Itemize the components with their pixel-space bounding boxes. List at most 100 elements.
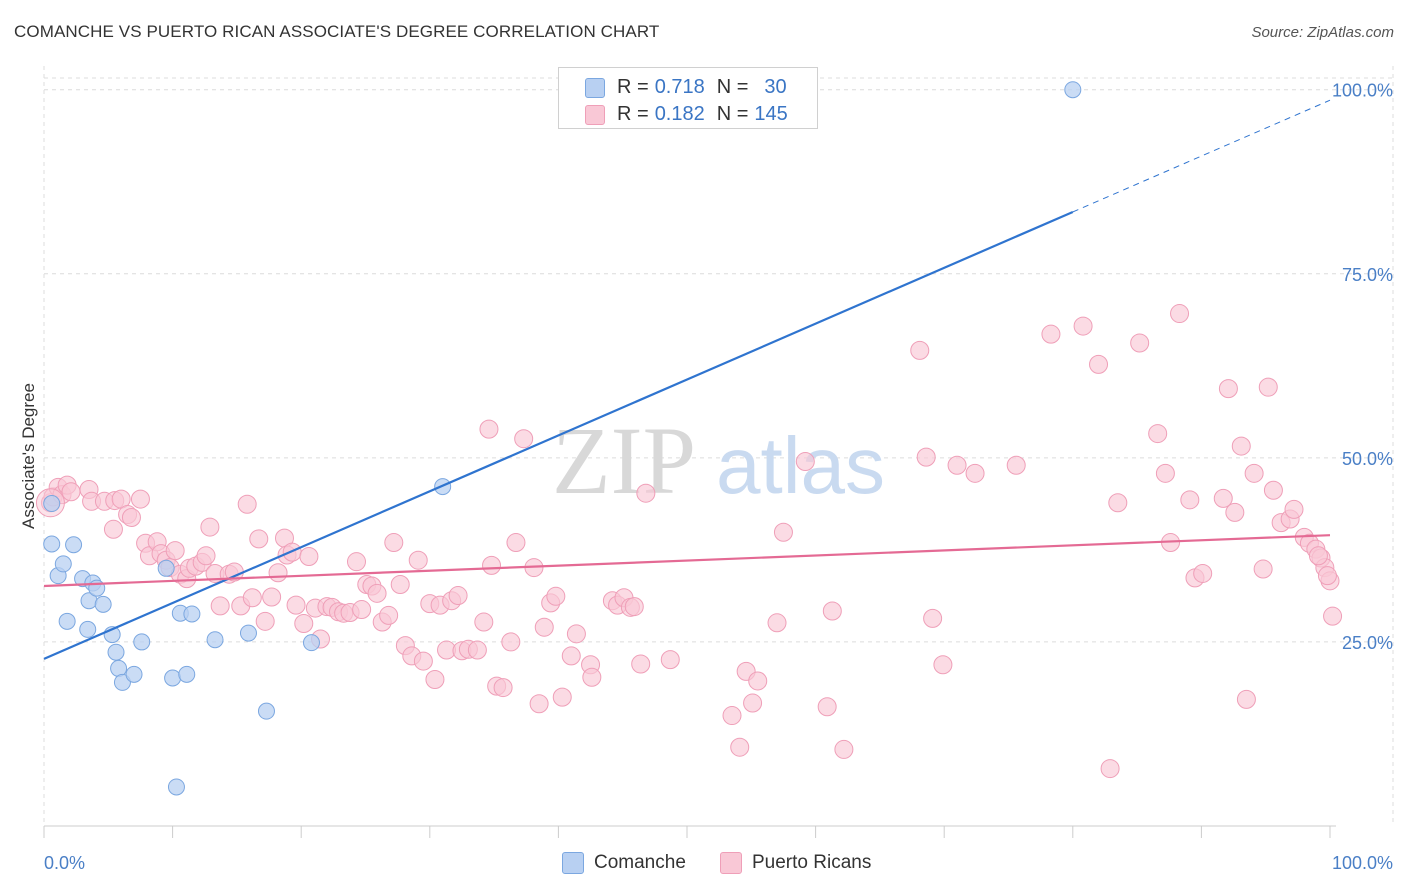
comanche-trend-line bbox=[43, 210, 1074, 660]
legend-n-value-comanche: 30 bbox=[764, 76, 787, 98]
puerto-rican-point bbox=[552, 687, 572, 707]
puerto-rican-point bbox=[947, 455, 967, 475]
trend-lines bbox=[43, 99, 1331, 660]
puerto-rican-point bbox=[237, 494, 257, 514]
puerto-rican-point bbox=[1155, 463, 1175, 483]
bottom-legend-label-comanche: Comanche bbox=[594, 852, 686, 873]
puerto-rican-point bbox=[121, 508, 141, 528]
puerto-rican-point bbox=[425, 669, 445, 689]
puerto-rican-point bbox=[482, 555, 502, 575]
puerto-rican-point bbox=[624, 597, 644, 617]
y-tick-labels: 25.0% 50.0% 75.0% 100.0% bbox=[1332, 81, 1393, 653]
bottom-legend-puerto: Puerto Ricans bbox=[720, 852, 871, 874]
comanche-point bbox=[157, 559, 175, 577]
bottom-legend-comanche: Comanche bbox=[562, 852, 686, 874]
y-tick-label: 50.0% bbox=[1342, 449, 1393, 469]
puerto-rican-point bbox=[822, 601, 842, 621]
comanche-point bbox=[110, 659, 128, 677]
legend-r-value-puerto: 0.182 bbox=[654, 103, 705, 125]
puerto-rican-point bbox=[408, 550, 428, 570]
puerto-rican-point bbox=[1193, 563, 1213, 583]
puerto-rican-point bbox=[294, 614, 314, 634]
comanche-point bbox=[58, 612, 76, 630]
puerto-rican-point bbox=[299, 547, 319, 567]
puerto-rican-point bbox=[1148, 424, 1168, 444]
puerto-rican-point bbox=[834, 739, 854, 759]
puerto-rican-point bbox=[242, 588, 262, 608]
puerto-rican-point bbox=[249, 529, 269, 549]
puerto-rican-point bbox=[933, 655, 953, 675]
puerto-rican-point bbox=[1323, 606, 1343, 626]
puerto-rican-point bbox=[1130, 333, 1150, 353]
comanche-point bbox=[43, 495, 61, 513]
puerto-rican-point bbox=[1253, 559, 1273, 579]
chart-title: COMANCHE VS PUERTO RICAN ASSOCIATE'S DEG… bbox=[14, 22, 660, 41]
comanche-point bbox=[43, 535, 61, 553]
comanche-point bbox=[183, 605, 201, 623]
comanche-point bbox=[107, 643, 125, 661]
puerto-rican-point bbox=[268, 563, 288, 583]
puerto-rican-point bbox=[748, 671, 768, 691]
puerto-rican-point bbox=[286, 595, 306, 615]
puerto-rican-point bbox=[546, 586, 566, 606]
bottom-legend-label-puerto: Puerto Ricans bbox=[752, 852, 872, 873]
puerto-rican-point bbox=[1089, 354, 1109, 374]
puerto-rican-point bbox=[1236, 689, 1256, 709]
comanche-point bbox=[206, 631, 224, 649]
legend-r-label: R = bbox=[617, 103, 649, 125]
puerto-rican-point bbox=[379, 605, 399, 625]
legend-row-puerto: R = 0.182 N = 145 bbox=[585, 103, 788, 126]
puerto-rican-point bbox=[1006, 455, 1026, 475]
y-tick-label: 75.0% bbox=[1342, 265, 1393, 285]
comanche-trend-extension bbox=[1072, 99, 1331, 213]
puerto-rican-point bbox=[1108, 493, 1128, 513]
bottom-legend-swatch-puerto bbox=[720, 852, 742, 874]
comanche-point bbox=[239, 624, 257, 642]
puerto-rican-point bbox=[561, 646, 581, 666]
puerto-rican-point bbox=[773, 522, 793, 542]
puerto-rican-point bbox=[493, 678, 513, 698]
comanche-point bbox=[113, 673, 131, 691]
puerto-rican-point bbox=[506, 533, 526, 553]
comanche-point bbox=[257, 702, 275, 720]
puerto-rican-point bbox=[448, 586, 468, 606]
puerto-rican-point bbox=[965, 463, 985, 483]
y-tick-label: 100.0% bbox=[1332, 81, 1393, 101]
puerto-rican-point bbox=[767, 613, 787, 633]
puerto-rican-point bbox=[1244, 463, 1264, 483]
legend-row-comanche: R = 0.718 N = 30 bbox=[585, 76, 787, 99]
comanche-point bbox=[1064, 81, 1082, 99]
puerto-rican-point bbox=[817, 697, 837, 717]
comanche-point bbox=[302, 634, 320, 652]
puerto-rican-point bbox=[1263, 480, 1283, 500]
comanche-point bbox=[65, 536, 83, 554]
puerto-rican-point bbox=[1258, 377, 1278, 397]
bottom-legend-swatch-comanche bbox=[562, 852, 584, 874]
puerto-rican-point bbox=[514, 429, 534, 449]
source-label: Source: ZipAtlas.com bbox=[1251, 24, 1394, 41]
legend: R = 0.718 N = 30 R = 0.182 N = 145 bbox=[558, 67, 818, 129]
puerto-rican-point bbox=[660, 650, 680, 670]
y-tick-label: 25.0% bbox=[1342, 633, 1393, 653]
puerto-rican-point bbox=[1041, 324, 1061, 344]
puerto-rican-trend-line bbox=[43, 534, 1331, 588]
puerto-rican-point bbox=[413, 651, 433, 671]
puerto-rican-point bbox=[529, 694, 549, 714]
puerto-rican-point bbox=[501, 632, 521, 652]
comanche-point bbox=[94, 595, 112, 613]
comanche-point bbox=[79, 620, 97, 638]
puerto-rican-point bbox=[352, 600, 372, 620]
legend-swatch-comanche bbox=[585, 77, 605, 98]
puerto-rican-point bbox=[582, 667, 602, 687]
puerto-rican-point bbox=[1170, 304, 1190, 324]
puerto-rican-point bbox=[1317, 566, 1337, 586]
puerto-rican-point bbox=[1218, 379, 1238, 399]
puerto-rican-point bbox=[255, 611, 275, 631]
comanche-point bbox=[133, 633, 151, 651]
puerto-rican-point bbox=[103, 519, 123, 539]
watermark-zip: ZIP bbox=[552, 407, 696, 514]
puerto-rican-point bbox=[196, 546, 216, 566]
comanche-points bbox=[43, 81, 1082, 796]
legend-swatch-puerto bbox=[585, 104, 605, 125]
puerto-rican-point bbox=[916, 447, 936, 467]
